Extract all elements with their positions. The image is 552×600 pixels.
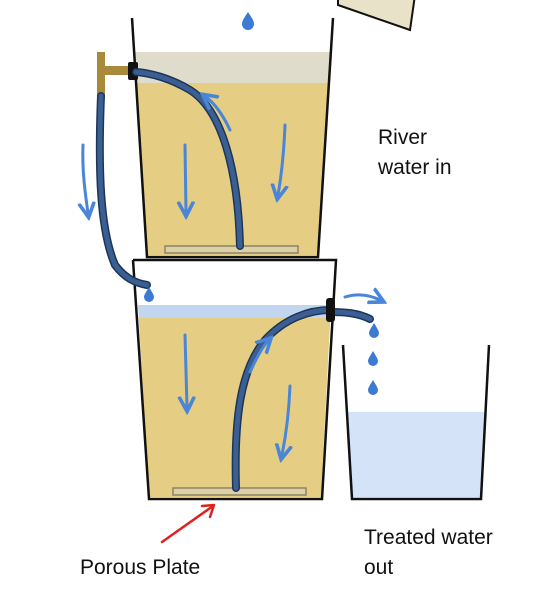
flow-arrow-icon <box>185 143 186 212</box>
river-water-in-label: River water in <box>378 123 518 183</box>
treated-clean-water <box>346 412 487 497</box>
droplet-icon <box>368 380 378 395</box>
lower-clean-layer <box>138 305 331 318</box>
tap-icon <box>97 52 138 97</box>
upper-bucket-outline <box>130 17 335 259</box>
porous-plate-label: Porous Plate <box>80 553 280 583</box>
flow-arrow-icon <box>343 295 380 300</box>
upper-water-surface <box>134 52 332 83</box>
flow-arrow-icon <box>282 384 290 455</box>
river-label-line-2: water in <box>378 156 452 179</box>
flow-arrow-icon <box>248 341 268 374</box>
flow-arrow-icon <box>278 123 285 195</box>
pointer-arrow-icon <box>160 503 216 544</box>
lower-bucket-outline <box>131 258 338 501</box>
pour-droplet-icon <box>242 12 254 30</box>
upper-bucket <box>130 17 335 259</box>
upper-porous-plate <box>164 245 299 254</box>
porous-plate-text: Porous Plate <box>80 556 201 579</box>
flow-arrow-icon <box>185 333 187 407</box>
droplet-icon <box>368 351 378 366</box>
outlet-valve <box>326 298 335 322</box>
container-outline <box>341 344 491 501</box>
droplet-icon <box>369 323 379 338</box>
treated-label-line-2: out <box>364 556 394 579</box>
flow-arrow-icon <box>206 97 232 132</box>
droplets <box>144 287 379 395</box>
droplet-icon <box>144 287 154 302</box>
flow-arrow-icon <box>83 143 88 213</box>
treated-water-out-label: Treated water out <box>364 523 544 583</box>
pouring-jug <box>337 0 416 32</box>
river-label-line-1: River <box>378 126 428 149</box>
treated-water-container <box>341 344 491 501</box>
flow-arrows <box>83 97 380 455</box>
treated-label-line-1: Treated water <box>364 526 493 549</box>
